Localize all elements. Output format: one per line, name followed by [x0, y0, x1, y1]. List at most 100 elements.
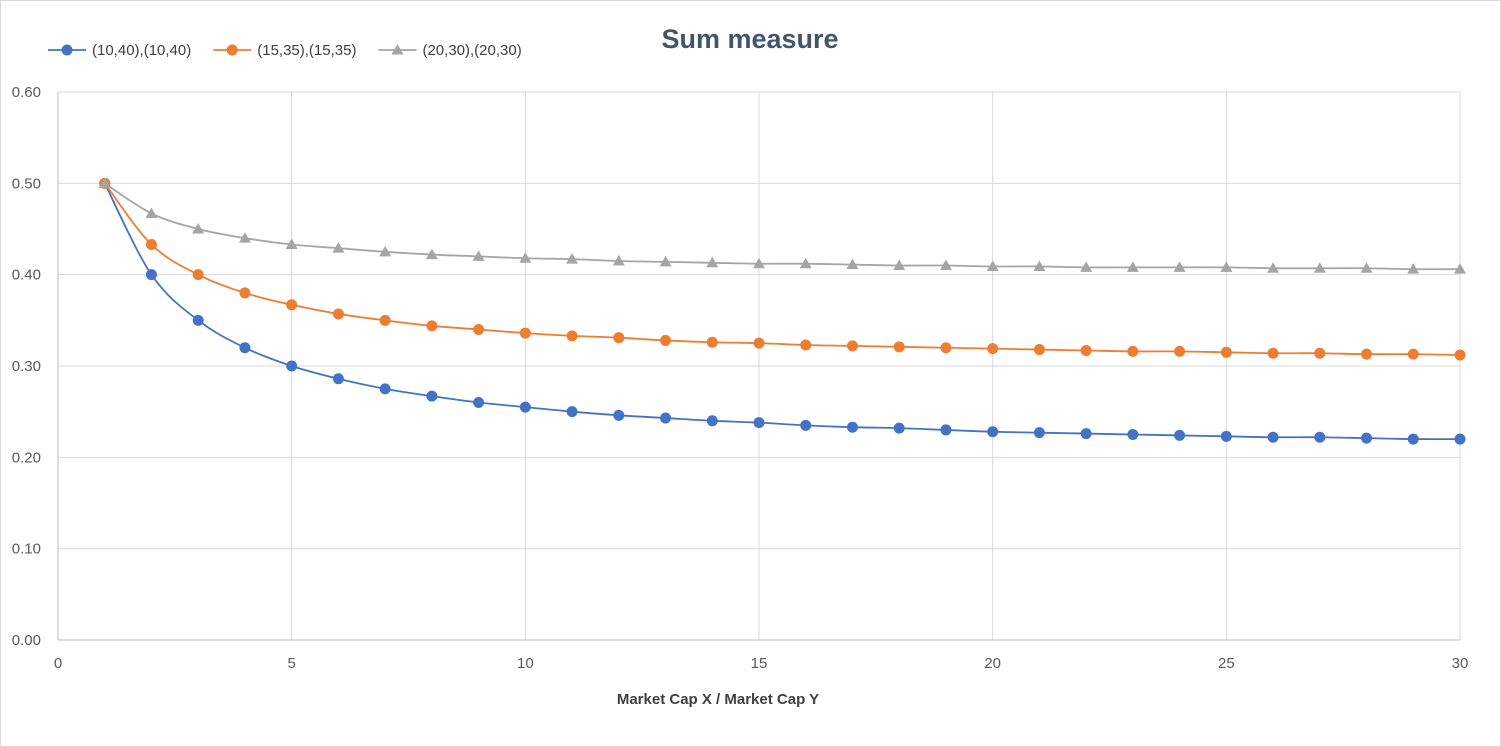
data-point [566, 253, 579, 264]
data-point [1220, 346, 1232, 358]
data-point [519, 252, 532, 263]
data-point [426, 320, 438, 332]
series-line [103, 182, 1461, 441]
data-point [1174, 345, 1186, 357]
axes: 0.00 0.10 0.20 0.30 0.40 0.50 0.60 0 5 10 15 20 25 30 [12, 84, 1469, 672]
series-line [104, 182, 1461, 271]
data-point [660, 334, 672, 346]
series-line [104, 182, 1461, 356]
x-tick-label: 0 [54, 655, 62, 672]
data-point [1314, 431, 1326, 443]
data-point [192, 223, 205, 234]
data-point [1313, 262, 1326, 273]
data-point [473, 323, 485, 335]
data-point [659, 255, 672, 267]
data-point [987, 426, 999, 438]
y-tick-label: 0.00 [12, 632, 41, 649]
data-point [519, 327, 531, 339]
data-point [987, 343, 999, 355]
data-point [1080, 344, 1092, 356]
data-point [893, 422, 905, 434]
data-point [1220, 261, 1233, 272]
data-point [939, 259, 952, 271]
data-point [519, 401, 531, 413]
series-layer [98, 177, 1466, 445]
data-point [426, 390, 438, 402]
data-point [145, 239, 157, 251]
legend: (10,40),(10,40) (15,35),(15,35) (20,30),(2… [48, 42, 522, 59]
data-point [1126, 261, 1139, 272]
legend-label: (15,35),(15,35) [257, 42, 356, 59]
y-tick-label: 0.40 [12, 267, 41, 284]
data-point [472, 250, 485, 261]
data-point [753, 337, 765, 349]
x-tick-label: 25 [1218, 655, 1235, 672]
data-point [379, 314, 391, 326]
data-point [613, 409, 625, 421]
x-tick-label: 30 [1452, 655, 1469, 672]
data-point [566, 406, 578, 418]
data-point [753, 257, 765, 269]
data-point [706, 256, 719, 268]
data-point [1314, 347, 1326, 359]
data-point [706, 415, 718, 427]
data-point [238, 232, 251, 243]
data-point [1080, 261, 1093, 272]
chart-title: Sum measure [661, 24, 838, 54]
legend-item: (20,30),(20,30) [378, 42, 522, 59]
data-point [1033, 344, 1045, 356]
data-point [1361, 432, 1373, 444]
data-point [1127, 345, 1139, 357]
data-point [1454, 263, 1466, 274]
data-point [145, 207, 158, 218]
data-point [285, 238, 298, 250]
data-point [1080, 428, 1092, 440]
data-point [1360, 262, 1373, 273]
data-point [1127, 429, 1139, 440]
series-2 [99, 177, 1466, 361]
data-point [612, 254, 625, 266]
x-tick-label: 5 [287, 655, 295, 672]
x-axis-title: Market Cap X / Market Cap Y [617, 691, 819, 708]
data-point [379, 383, 391, 395]
legend-swatch-marker [391, 44, 404, 55]
data-point [286, 299, 298, 311]
data-point [425, 248, 438, 260]
data-point [286, 360, 298, 372]
data-point [239, 287, 251, 299]
data-point [145, 269, 157, 281]
data-point [986, 260, 999, 271]
data-point [1361, 348, 1373, 360]
y-tick-label: 0.60 [12, 84, 41, 101]
y-tick-label: 0.50 [12, 175, 41, 192]
x-tick-label: 20 [984, 655, 1001, 672]
data-point [1267, 262, 1280, 273]
data-point [1407, 263, 1420, 274]
data-point [1174, 429, 1186, 441]
data-point [1267, 431, 1279, 443]
data-point [1173, 261, 1186, 272]
series-1 [99, 177, 1466, 445]
series-3 [98, 177, 1466, 274]
data-point [940, 342, 952, 354]
data-point [846, 258, 859, 270]
y-tick-label: 0.30 [12, 358, 41, 375]
data-point [1407, 348, 1419, 360]
data-point [192, 269, 204, 281]
x-tick-label: 15 [751, 655, 768, 672]
legend-label: (10,40),(10,40) [92, 42, 191, 59]
data-point [239, 342, 251, 354]
data-point [799, 257, 812, 269]
legend-label: (20,30),(20,30) [422, 42, 521, 59]
data-point [846, 340, 858, 352]
data-point [660, 412, 672, 424]
data-point [1454, 349, 1466, 361]
data-point [1033, 427, 1045, 439]
data-point [1267, 347, 1279, 359]
data-point [332, 242, 345, 253]
data-point [846, 421, 858, 433]
y-tick-label: 0.20 [12, 449, 41, 466]
data-point [1220, 430, 1232, 442]
